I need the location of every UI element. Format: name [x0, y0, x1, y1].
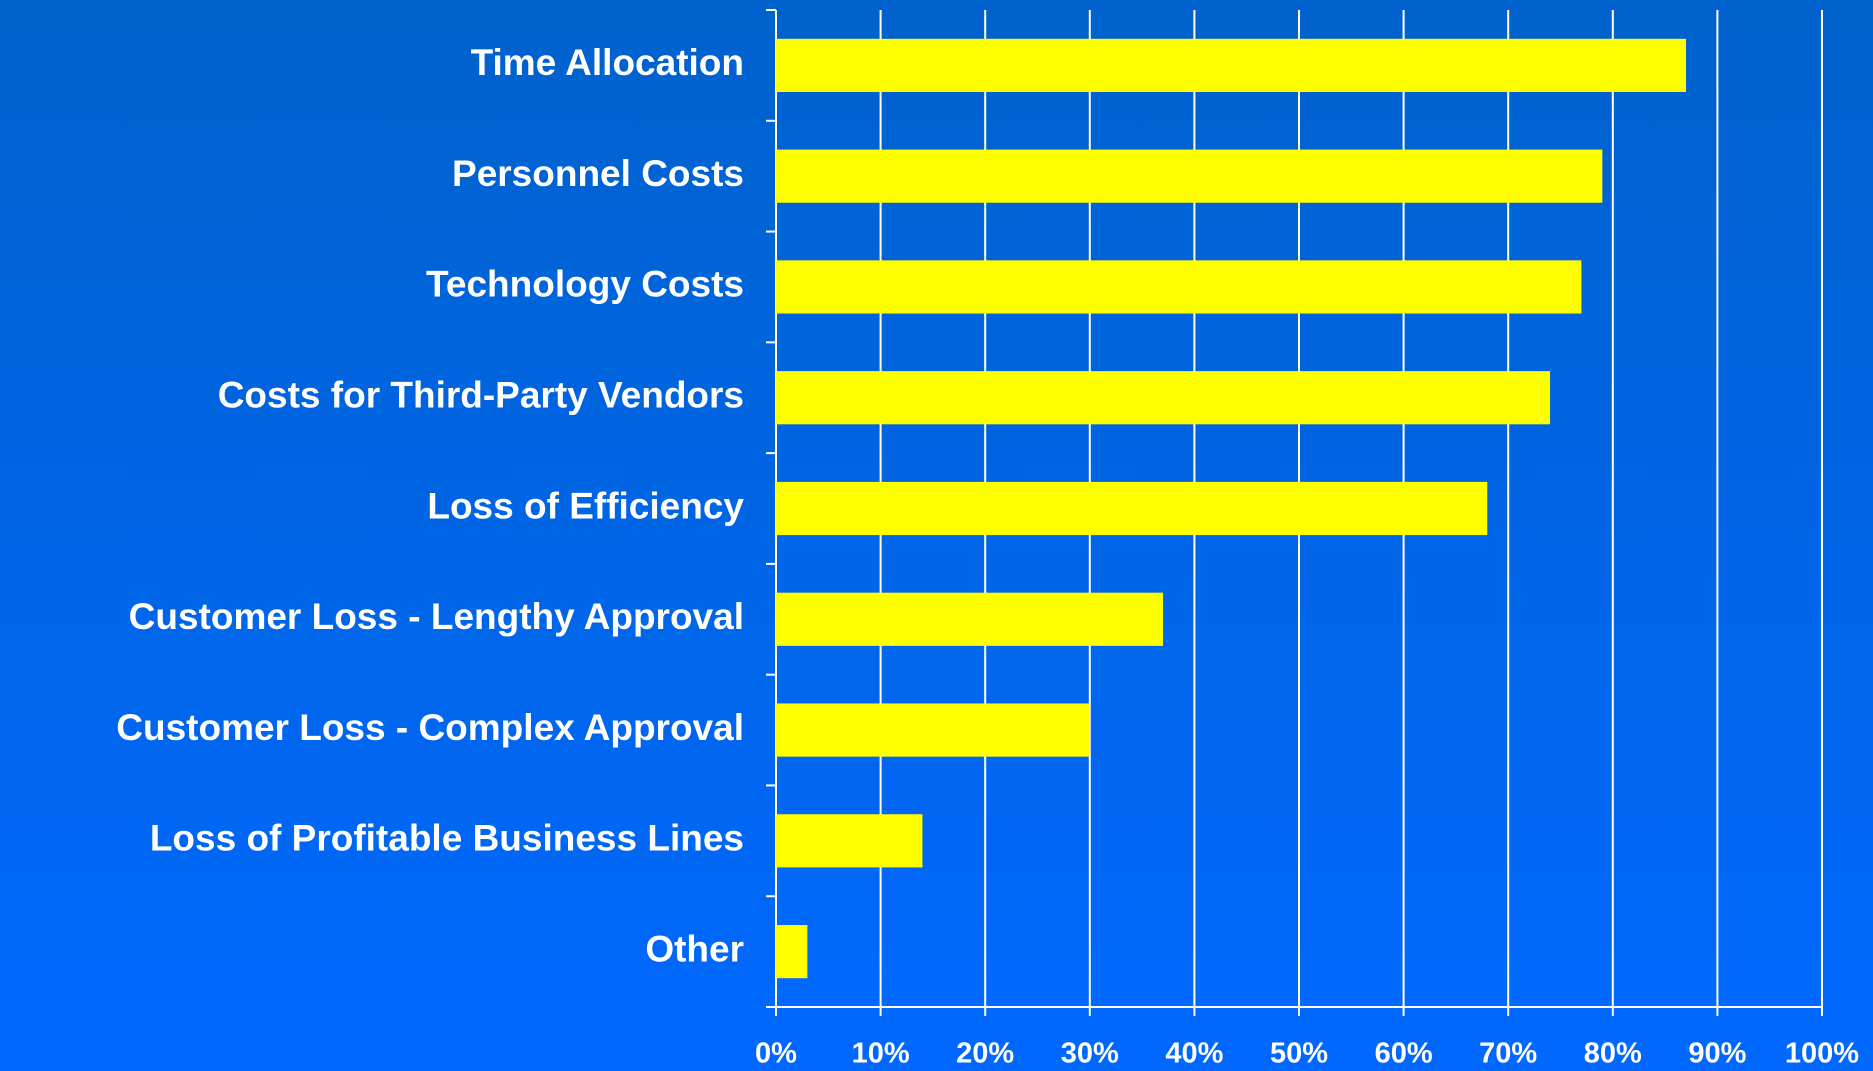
- y-tick-label: Other: [645, 928, 744, 969]
- x-tick-label: 20%: [956, 1038, 1014, 1070]
- x-tick-label: 40%: [1165, 1038, 1223, 1070]
- y-tick-label: Loss of Profitable Business Lines: [150, 818, 744, 859]
- x-tick-label: 100%: [1785, 1038, 1859, 1070]
- bar: [776, 592, 1164, 646]
- x-tick-label: 30%: [1061, 1038, 1119, 1070]
- y-tick-label: Costs for Third-Party Vendors: [218, 375, 744, 416]
- x-tick-label: 50%: [1270, 1038, 1328, 1070]
- y-tick-label: Personnel Costs: [452, 153, 744, 194]
- bar: [776, 149, 1603, 203]
- y-tick-label: Customer Loss - Lengthy Approval: [129, 596, 744, 637]
- x-tick-label: 80%: [1584, 1038, 1642, 1070]
- bar: [776, 703, 1090, 757]
- x-tick-label: 60%: [1375, 1038, 1433, 1070]
- y-tick-label: Technology Costs: [426, 264, 744, 305]
- bar: [776, 38, 1687, 92]
- x-tick-label: 10%: [852, 1038, 910, 1070]
- y-tick-label: Time Allocation: [471, 42, 744, 83]
- x-tick-label: 70%: [1479, 1038, 1537, 1070]
- bar: [776, 260, 1582, 314]
- bar: [776, 481, 1488, 536]
- x-tick-label: 0%: [755, 1038, 797, 1070]
- bar: [776, 371, 1551, 425]
- x-tick-label: 90%: [1688, 1038, 1746, 1070]
- bar: [776, 814, 923, 868]
- y-tick-label: Loss of Efficiency: [427, 485, 744, 526]
- y-tick-label: Customer Loss - Complex Approval: [116, 707, 744, 748]
- bar: [776, 925, 808, 979]
